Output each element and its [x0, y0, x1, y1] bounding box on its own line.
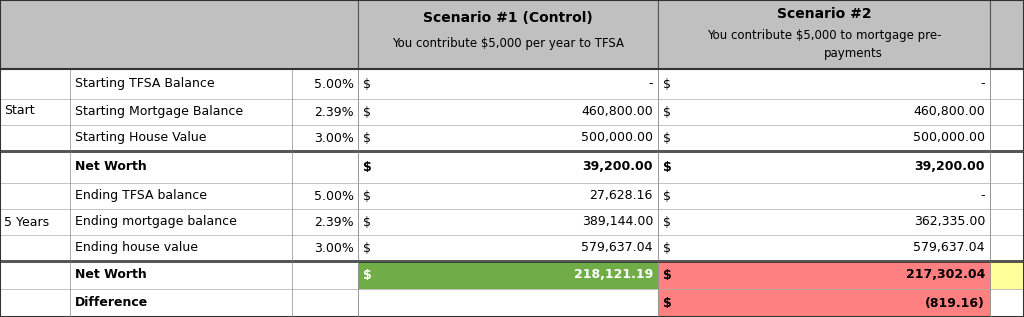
Bar — [990, 183, 1024, 209]
Bar — [0, 289, 358, 317]
Text: $: $ — [362, 160, 372, 173]
Text: 3.00%: 3.00% — [314, 132, 354, 145]
Text: 39,200.00: 39,200.00 — [914, 160, 985, 173]
Text: Scenario #2: Scenario #2 — [776, 7, 871, 21]
Text: -: - — [981, 77, 985, 90]
Text: 3.00%: 3.00% — [314, 242, 354, 255]
Text: 460,800.00: 460,800.00 — [582, 106, 653, 119]
Bar — [358, 69, 658, 99]
Text: $: $ — [663, 242, 671, 255]
Text: 460,800.00: 460,800.00 — [913, 106, 985, 119]
Bar — [658, 99, 990, 125]
Text: $: $ — [362, 132, 371, 145]
Text: Ending TFSA balance: Ending TFSA balance — [75, 190, 207, 203]
Bar — [0, 151, 358, 183]
Bar — [990, 125, 1024, 151]
Text: $: $ — [362, 106, 371, 119]
Bar — [0, 183, 358, 209]
Text: 27,628.16: 27,628.16 — [590, 190, 653, 203]
Text: Starting House Value: Starting House Value — [75, 132, 207, 145]
Text: $: $ — [663, 106, 671, 119]
Bar — [990, 151, 1024, 183]
Bar — [358, 183, 658, 209]
Bar — [0, 69, 358, 99]
Text: 217,302.04: 217,302.04 — [905, 268, 985, 281]
Bar — [658, 235, 990, 261]
Bar — [990, 209, 1024, 235]
Text: 579,637.04: 579,637.04 — [913, 242, 985, 255]
Bar — [0, 261, 358, 289]
Text: Starting TFSA Balance: Starting TFSA Balance — [75, 77, 215, 90]
Text: $: $ — [362, 77, 371, 90]
Text: -: - — [648, 77, 653, 90]
Bar — [990, 261, 1024, 289]
Text: Scenario #1 (Control): Scenario #1 (Control) — [423, 11, 593, 25]
Text: You contribute $5,000 per year to TFSA: You contribute $5,000 per year to TFSA — [392, 37, 624, 50]
Bar — [658, 209, 990, 235]
Text: $: $ — [663, 216, 671, 229]
Text: $: $ — [663, 190, 671, 203]
Text: payments: payments — [824, 48, 883, 61]
Bar — [358, 125, 658, 151]
Text: 5.00%: 5.00% — [314, 77, 354, 90]
Bar — [658, 125, 990, 151]
Bar — [990, 0, 1024, 69]
Bar — [658, 261, 990, 289]
Text: Ending mortgage balance: Ending mortgage balance — [75, 216, 237, 229]
Bar — [358, 235, 658, 261]
Bar — [0, 235, 358, 261]
Text: 5 Years: 5 Years — [4, 216, 49, 229]
Bar — [658, 151, 990, 183]
Bar — [358, 209, 658, 235]
Text: $: $ — [663, 296, 672, 309]
Bar — [990, 289, 1024, 317]
Text: $: $ — [362, 216, 371, 229]
Bar — [358, 261, 658, 289]
Text: -: - — [981, 190, 985, 203]
Bar — [990, 69, 1024, 99]
Text: 500,000.00: 500,000.00 — [913, 132, 985, 145]
Text: Ending house value: Ending house value — [75, 242, 198, 255]
Text: $: $ — [362, 190, 371, 203]
Text: Net Worth: Net Worth — [75, 160, 146, 173]
Text: $: $ — [663, 77, 671, 90]
Bar — [0, 99, 358, 125]
Text: 2.39%: 2.39% — [314, 106, 354, 119]
Text: 5.00%: 5.00% — [314, 190, 354, 203]
Text: 579,637.04: 579,637.04 — [582, 242, 653, 255]
Text: $: $ — [663, 132, 671, 145]
Text: 362,335.00: 362,335.00 — [913, 216, 985, 229]
Text: Difference: Difference — [75, 296, 148, 309]
Text: 389,144.00: 389,144.00 — [582, 216, 653, 229]
Bar — [0, 125, 358, 151]
Text: (819.16): (819.16) — [925, 296, 985, 309]
Bar — [658, 69, 990, 99]
Text: Start: Start — [4, 103, 35, 117]
Bar — [990, 235, 1024, 261]
Bar — [358, 0, 658, 69]
Text: You contribute $5,000 to mortgage pre-: You contribute $5,000 to mortgage pre- — [707, 29, 941, 42]
Text: $: $ — [362, 268, 372, 281]
Text: 218,121.19: 218,121.19 — [573, 268, 653, 281]
Bar — [358, 99, 658, 125]
Text: $: $ — [362, 242, 371, 255]
Text: $: $ — [663, 160, 672, 173]
Bar — [0, 0, 358, 69]
Text: 500,000.00: 500,000.00 — [581, 132, 653, 145]
Bar — [658, 0, 990, 69]
Text: 39,200.00: 39,200.00 — [583, 160, 653, 173]
Text: $: $ — [663, 268, 672, 281]
Bar — [358, 151, 658, 183]
Text: 2.39%: 2.39% — [314, 216, 354, 229]
Bar — [658, 183, 990, 209]
Bar — [658, 289, 990, 317]
Bar — [0, 209, 358, 235]
Bar — [358, 289, 658, 317]
Text: Starting Mortgage Balance: Starting Mortgage Balance — [75, 106, 243, 119]
Bar — [990, 99, 1024, 125]
Text: Net Worth: Net Worth — [75, 268, 146, 281]
